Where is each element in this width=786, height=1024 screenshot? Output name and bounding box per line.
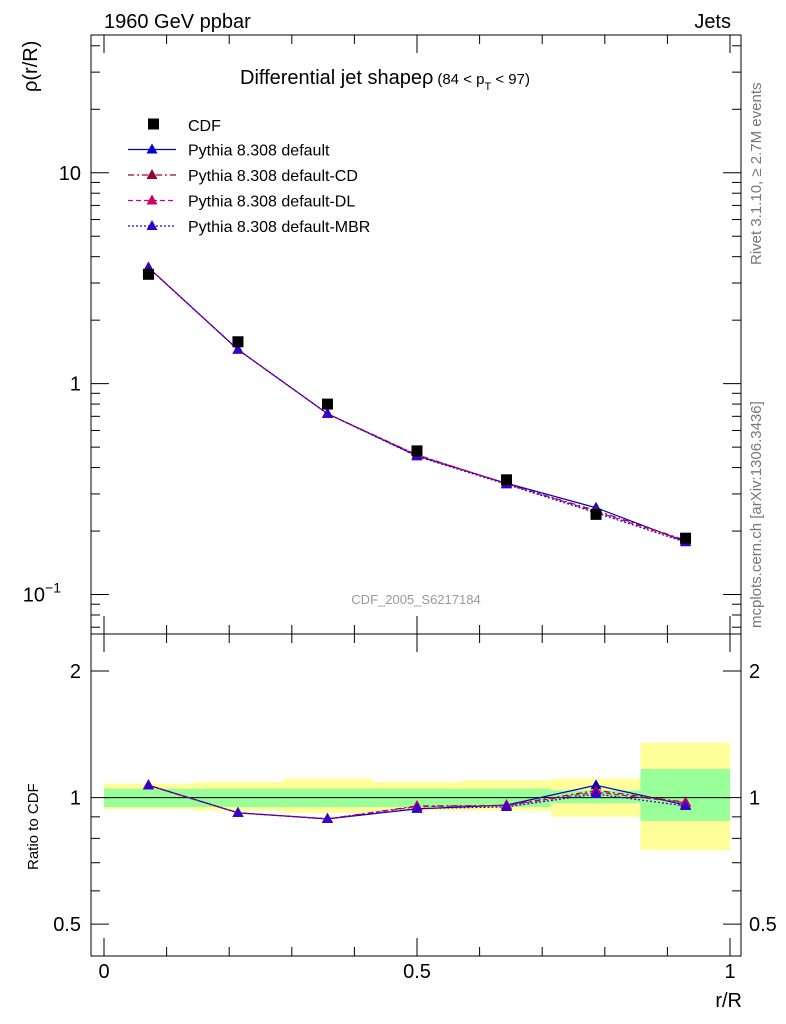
ratio-y-tick-label: 0.5 bbox=[53, 914, 81, 936]
ratio-series-marker bbox=[142, 779, 154, 790]
cdf-data-point bbox=[232, 336, 244, 348]
y-tick-label: 10−1 bbox=[23, 580, 61, 607]
header-left-label: 1960 GeV ppbar bbox=[104, 11, 251, 33]
ratio-series-marker bbox=[232, 806, 244, 817]
ratio-series-marker bbox=[411, 802, 423, 813]
ratio-series-marker bbox=[590, 787, 602, 798]
ratio-panel: 2 2 1 1 0.5 0.5 0 0.5 1 Ratio to CDF r/R bbox=[25, 633, 777, 1012]
cdf-data-point bbox=[590, 508, 602, 520]
series-line bbox=[148, 267, 686, 541]
ratio-band-stat bbox=[640, 768, 730, 821]
rivet-version-label: Rivet 3.1.10, ≥ 2.7M events bbox=[748, 83, 765, 266]
ratio-y-tick-label-right: 1 bbox=[749, 788, 760, 810]
y-tick-label: 10 bbox=[59, 163, 81, 185]
main-panel: Differential jet shapeρ (84 < pT < 97) ρ(… bbox=[20, 34, 742, 635]
watermark: CDF_2005_S6217184 bbox=[351, 592, 480, 607]
cdf-data-point bbox=[321, 398, 333, 410]
ratio-series-marker bbox=[680, 800, 692, 811]
ratio-frame bbox=[90, 633, 742, 957]
cdf-data-point bbox=[411, 445, 423, 457]
series-line bbox=[148, 267, 686, 542]
ratio-series-marker bbox=[321, 812, 333, 823]
ratio-series-marker bbox=[501, 800, 513, 811]
y-axis-label: ρ(r/R) bbox=[20, 41, 42, 92]
ratio-series-marker bbox=[590, 779, 602, 790]
ratio-y-tick-label: 1 bbox=[70, 788, 81, 810]
mcplots-reference-label: mcplots.cern.ch [arXiv:1306.3436] bbox=[748, 401, 765, 628]
series-marker bbox=[232, 343, 244, 354]
legend-label: Pythia 8.308 default-CD bbox=[188, 168, 358, 185]
legend-label: CDF bbox=[188, 118, 221, 135]
y-tick-label: 1 bbox=[70, 374, 81, 396]
header-right-label: Jets bbox=[694, 11, 731, 33]
x-axis-label: r/R bbox=[715, 990, 742, 1012]
chart-title: Differential jet shapeρ (84 < pT < 97) bbox=[240, 67, 530, 93]
cdf-data-point bbox=[142, 268, 154, 280]
legend-marker bbox=[146, 169, 158, 179]
legend-label: Pythia 8.308 default-DL bbox=[188, 194, 355, 211]
ratio-y-tick-label: 2 bbox=[70, 661, 81, 683]
cdf-data-point bbox=[680, 532, 692, 544]
series-line bbox=[148, 267, 686, 543]
ratio-y-tick-label-right: 0.5 bbox=[749, 914, 777, 936]
legend-marker bbox=[146, 194, 158, 205]
x-tick-label: 0 bbox=[98, 961, 109, 983]
legend-label: Pythia 8.308 default-MBR bbox=[188, 219, 370, 236]
series-marker bbox=[321, 407, 333, 418]
legend-label: Pythia 8.308 default bbox=[188, 143, 330, 160]
x-tick-label: 0.5 bbox=[403, 961, 431, 983]
legend-marker bbox=[146, 143, 158, 154]
ratio-y-tick-label-right: 2 bbox=[749, 661, 760, 683]
x-tick-label: 1 bbox=[724, 961, 735, 983]
ratio-y-axis-label: Ratio to CDF bbox=[25, 783, 42, 870]
legend-marker-cdf bbox=[148, 118, 159, 130]
legend: CDF Pythia 8.308 default Pythia 8.308 defa… bbox=[128, 118, 370, 236]
legend-marker bbox=[146, 220, 158, 230]
series-line bbox=[148, 267, 686, 543]
cdf-data-point bbox=[501, 474, 513, 486]
